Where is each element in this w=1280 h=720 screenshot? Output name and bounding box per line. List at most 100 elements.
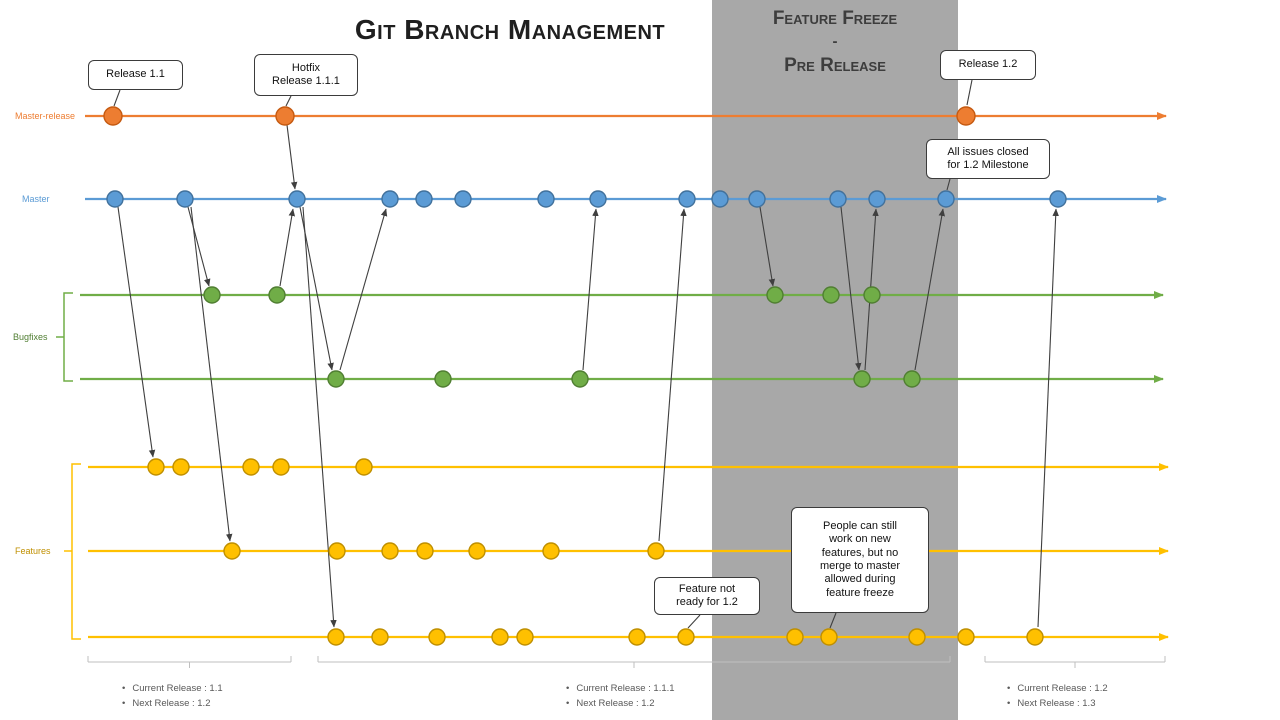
release-note-period-1: • Current Release : 1.1 • Next Release : 1… bbox=[122, 681, 223, 711]
page-title: Git Branch Management bbox=[354, 14, 666, 45]
commit-dot-feature-c bbox=[327, 628, 345, 646]
commit-dot-master bbox=[711, 190, 729, 208]
commit-dot-feature-c bbox=[677, 628, 695, 646]
commit-dot-feature-c bbox=[516, 628, 534, 646]
commit-dot-feature-a bbox=[147, 458, 165, 476]
branch-label-master: Master bbox=[22, 194, 50, 204]
commit-dot-bugfix-b bbox=[903, 370, 921, 388]
callout-all-issues-closed: All issues closed for 1.2 Milestone bbox=[926, 139, 1050, 179]
commit-dot-master bbox=[415, 190, 433, 208]
commit-dot-bugfix-b bbox=[571, 370, 589, 388]
feature-freeze-dash: - bbox=[832, 33, 838, 50]
arrow-branch-to-bugfix-a-2 bbox=[759, 206, 776, 287]
next-release-text: Next Release : 1.3 bbox=[1017, 698, 1096, 709]
next-release-text: Next Release : 1.2 bbox=[132, 698, 211, 709]
arrow-feature-b-merge-to-master bbox=[658, 208, 687, 542]
commit-dot-master bbox=[748, 190, 766, 208]
commit-dot-bugfix-b bbox=[434, 370, 452, 388]
commit-dot-feature-b bbox=[223, 542, 241, 560]
commit-dot-bugfix-a bbox=[863, 286, 881, 304]
commit-dot-feature-b bbox=[328, 542, 346, 560]
bullet-icon: • bbox=[1007, 683, 1011, 694]
arrow-branch-to-feature-c bbox=[302, 206, 337, 628]
feature-freeze-title: Feature Freeze bbox=[772, 8, 898, 29]
commit-dot-feature-b bbox=[647, 542, 665, 560]
branch-label-master-release: Master-release bbox=[15, 111, 76, 121]
next-release-text: Next Release : 1.2 bbox=[576, 698, 655, 709]
current-release-text: Current Release : 1.1.1 bbox=[576, 683, 675, 694]
commit-dot-bugfix-b bbox=[853, 370, 871, 388]
commit-dot-feature-c bbox=[491, 628, 509, 646]
commit-dot-feature-c bbox=[820, 628, 838, 646]
commit-dot-feature-a bbox=[172, 458, 190, 476]
commit-dot-master bbox=[288, 190, 306, 208]
commit-dot-feature-b bbox=[381, 542, 399, 560]
arrow-bugfix-a-merge-to-master bbox=[279, 208, 296, 287]
group-label-features: Features bbox=[15, 546, 51, 556]
callout-tail bbox=[946, 178, 951, 191]
group-bracket bbox=[63, 292, 73, 382]
arrow-branch-to-feature-a bbox=[117, 206, 156, 458]
commit-dot-feature-c bbox=[628, 628, 646, 646]
commit-dot-master bbox=[937, 190, 955, 208]
callout-feature-not-ready: Feature not ready for 1.2 bbox=[654, 577, 760, 615]
commit-dot-master bbox=[678, 190, 696, 208]
commit-dot-feature-c bbox=[428, 628, 446, 646]
commit-dot-feature-a bbox=[242, 458, 260, 476]
arrow-bugfix-b-merge-to-master-4 bbox=[914, 208, 946, 371]
arrow-branch-to-bugfix-b-2 bbox=[840, 206, 862, 371]
commit-dot-feature-c bbox=[908, 628, 926, 646]
commit-dot-master bbox=[589, 190, 607, 208]
arrow-hotfix-merge-to-master bbox=[286, 124, 298, 190]
commit-dot-bugfix-a bbox=[268, 286, 286, 304]
commit-dot-bugfix-a bbox=[822, 286, 840, 304]
commit-dot-feature-b bbox=[542, 542, 560, 560]
commit-dot-master-release bbox=[103, 106, 123, 126]
commit-dot-master bbox=[537, 190, 555, 208]
bullet-icon: • bbox=[122, 683, 126, 694]
callout-tail bbox=[285, 95, 292, 107]
arrow-bugfix-b-merge-to-master bbox=[339, 208, 388, 371]
commit-dot-bugfix-a bbox=[203, 286, 221, 304]
commit-dot-master bbox=[381, 190, 399, 208]
arrow-branch-to-bugfix-a bbox=[187, 206, 211, 287]
commit-dot-feature-b bbox=[416, 542, 434, 560]
commit-dot-bugfix-b bbox=[327, 370, 345, 388]
arrow-feature-c-merge-to-master bbox=[1037, 208, 1059, 628]
commit-dot-master bbox=[176, 190, 194, 208]
release-note-period-2: • Current Release : 1.1.1 • Next Release :… bbox=[566, 681, 675, 711]
callout-tail bbox=[687, 614, 701, 629]
commit-dot-master bbox=[106, 190, 124, 208]
commit-dot-master-release bbox=[275, 106, 295, 126]
callout-tail bbox=[966, 79, 973, 106]
commit-dot-master bbox=[454, 190, 472, 208]
callout-tail bbox=[113, 89, 121, 107]
commit-dot-master-release bbox=[956, 106, 976, 126]
bullet-icon: • bbox=[566, 698, 570, 709]
commit-dot-feature-b bbox=[468, 542, 486, 560]
release-note-period-3: • Current Release : 1.2 • Next Release : 1… bbox=[1007, 681, 1108, 711]
commit-dot-feature-a bbox=[355, 458, 373, 476]
current-release-text: Current Release : 1.1 bbox=[132, 683, 223, 694]
commit-dot-feature-c bbox=[371, 628, 389, 646]
bullet-icon: • bbox=[566, 683, 570, 694]
callout-release-1-2: Release 1.2 bbox=[940, 50, 1036, 80]
callout-feature-freeze-note: People can still work on new features, b… bbox=[791, 507, 929, 613]
commit-dot-feature-c bbox=[957, 628, 975, 646]
commit-dot-master bbox=[1049, 190, 1067, 208]
commit-dot-master bbox=[868, 190, 886, 208]
commit-dot-feature-a bbox=[272, 458, 290, 476]
callout-hotfix-release-1-1-1: Hotfix Release 1.1.1 bbox=[254, 54, 358, 96]
bullet-icon: • bbox=[122, 698, 126, 709]
commit-dot-master bbox=[829, 190, 847, 208]
commit-dot-feature-c bbox=[1026, 628, 1044, 646]
arrow-branch-to-feature-b bbox=[190, 206, 233, 542]
bullet-icon: • bbox=[1007, 698, 1011, 709]
commit-dot-bugfix-a bbox=[766, 286, 784, 304]
feature-freeze-header: Feature Freeze - Pre Release bbox=[712, 8, 958, 77]
commit-dot-feature-c bbox=[786, 628, 804, 646]
group-label-bugfixes: Bugfixes bbox=[13, 332, 48, 342]
callout-tail bbox=[829, 612, 837, 629]
